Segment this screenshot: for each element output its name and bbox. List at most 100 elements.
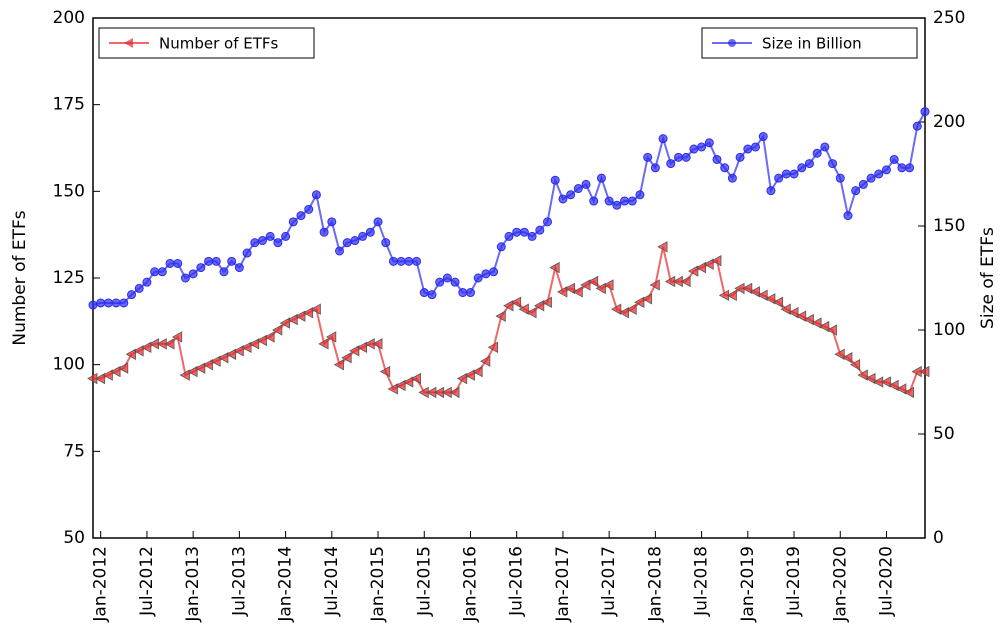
point [834,348,845,360]
legend: Size in Billion [701,27,918,59]
point [102,369,113,381]
point [187,365,198,378]
point [627,196,637,206]
point [180,273,190,283]
point [512,227,522,237]
point [388,256,398,266]
x-tick-label: Jul-2012 [137,546,157,617]
point [572,286,583,298]
point [535,225,545,235]
point [803,313,814,326]
point [173,258,183,268]
point [480,355,491,367]
series-line [92,111,926,307]
point [94,372,106,385]
x-tick-label: Jan-2018 [645,546,665,623]
point [643,152,653,162]
point [795,310,807,322]
x-tick-label: Jan-2019 [738,546,758,623]
point [881,165,891,175]
point [720,163,730,173]
x-tick-label: Jan-2012 [91,546,111,623]
plot-frame [92,17,926,539]
point [141,341,152,354]
point [119,298,129,308]
point [580,279,591,291]
point [888,379,899,392]
point [412,256,422,266]
x-tick-label: Jul-2018 [692,546,712,617]
point [666,159,676,169]
point [903,386,914,399]
x-tick-label: Jan-2016 [460,546,480,623]
point [125,348,136,360]
point [419,288,429,298]
y2-tick-label: 100 [933,320,965,340]
point [295,310,306,322]
point [495,310,506,322]
point [256,334,267,347]
point [241,341,252,354]
point [319,227,329,237]
point [504,231,514,241]
point [612,200,622,210]
point [127,290,137,300]
point [735,152,745,162]
point [797,163,807,173]
point [164,338,175,350]
point [489,267,499,277]
point [157,267,167,277]
point [327,217,337,227]
point [849,358,861,371]
y-tick-label: 200 [53,8,85,28]
point [465,288,475,298]
x-tick-label: Jan-2013 [183,546,203,623]
x-tick-label: Jul-2019 [784,546,804,617]
point [620,196,630,206]
point [379,365,391,378]
y2-tick-label: 50 [933,424,955,444]
point [150,267,160,277]
point [874,169,884,179]
point [695,261,706,274]
point [325,331,337,343]
point [596,173,606,183]
x-tick-label: Jul-2013 [229,546,249,617]
point [410,372,421,385]
point [557,286,568,298]
point [211,256,221,266]
point [781,169,791,179]
point [774,173,784,183]
x-tick-label: Jul-2020 [876,546,896,617]
point [250,238,260,248]
point [866,173,876,183]
point [527,231,537,241]
point [273,238,283,248]
point [218,352,229,364]
point [905,163,915,173]
legend-marker [728,39,736,47]
point [880,376,891,388]
point [196,263,206,273]
point [165,258,175,268]
point [219,267,229,277]
point [134,283,144,293]
point [311,190,321,200]
point [350,236,360,246]
legend-label: Size in Billion [762,35,862,53]
point [550,175,560,185]
point [248,338,260,350]
point [281,231,291,241]
legend-label: Number of ETFs [159,35,279,53]
point [858,179,868,189]
point [587,275,599,288]
point [487,341,498,354]
point [227,256,237,266]
point [658,134,668,144]
point [518,303,529,315]
point [626,303,637,315]
point [142,277,152,287]
point [604,196,614,206]
point [689,144,699,154]
point [826,324,837,336]
